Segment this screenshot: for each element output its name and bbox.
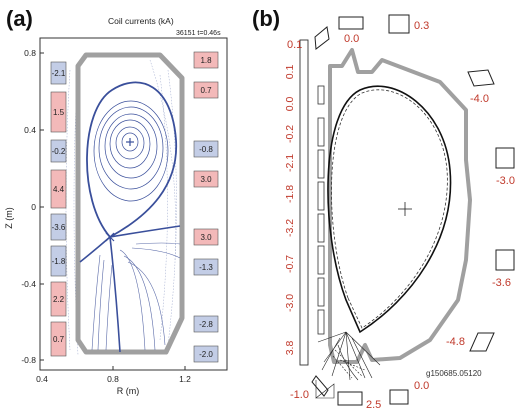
pf-coil-bottom-mid bbox=[337, 391, 363, 406]
coil-label: -1.0 bbox=[290, 389, 309, 401]
pf-coil-top-mid bbox=[338, 16, 364, 30]
coil-label: -4.0 bbox=[470, 93, 489, 105]
right-coil bbox=[193, 170, 219, 188]
column-value: 3.8 bbox=[284, 341, 296, 356]
magnetic-axis-marker bbox=[126, 138, 134, 146]
pf-coil-bottom-right bbox=[389, 389, 409, 405]
right-coil bbox=[193, 315, 219, 333]
magnetic-axis-b bbox=[398, 202, 412, 216]
lower-divertor-coil-shape bbox=[315, 380, 335, 399]
column-value: -0.2 bbox=[284, 125, 296, 143]
right-coil bbox=[193, 51, 219, 69]
coil-label: 0.1 bbox=[287, 39, 302, 51]
coil-label: 0.0 bbox=[414, 380, 429, 392]
x-tick-label: 1.2 bbox=[179, 374, 191, 384]
central-solenoid bbox=[299, 39, 309, 366]
flux-surfaces bbox=[93, 100, 169, 202]
coil-label: -3.6 bbox=[492, 277, 511, 289]
pf-coils bbox=[311, 14, 515, 406]
left-coil bbox=[50, 169, 67, 209]
right-coil-value: 3.0 bbox=[200, 233, 212, 242]
right-coil bbox=[193, 228, 219, 246]
right-coil-value: 3.0 bbox=[200, 175, 212, 184]
panel-b-label: (b) bbox=[252, 6, 280, 31]
left-coil bbox=[50, 281, 67, 317]
pf-coil-right-mid bbox=[495, 147, 515, 169]
left-coil bbox=[50, 61, 67, 85]
x-axis-a: 0.4 0.8 1.2 bbox=[36, 366, 191, 384]
left-coil-value: -0.2 bbox=[52, 147, 66, 156]
right-coil-value: -0.8 bbox=[199, 145, 213, 154]
left-coil-value: 2.2 bbox=[53, 295, 65, 304]
x-point-marker bbox=[105, 232, 115, 242]
column-value: -1.8 bbox=[284, 185, 296, 203]
y-tick-label: 0 bbox=[31, 202, 36, 212]
coil-label: 2.5 bbox=[366, 399, 381, 411]
y-tick-label: -0.4 bbox=[21, 279, 36, 289]
right-coil bbox=[193, 258, 219, 276]
separatrix bbox=[86, 81, 177, 239]
coil-labels-b: 0.1 0.0 0.3 -4.0 -3.0 -3.6 -4.8 -1.0 0.0… bbox=[287, 20, 515, 411]
panel-a-label: (a) bbox=[6, 6, 33, 31]
pf-coil-top-right bbox=[388, 14, 410, 34]
plasma-boundary-dashed bbox=[331, 89, 448, 329]
coil-label: -3.0 bbox=[496, 175, 515, 187]
left-coil-value: -1.8 bbox=[52, 257, 66, 266]
pf-coil-right-bottom bbox=[469, 332, 495, 352]
right-coil bbox=[193, 140, 219, 158]
left-coil bbox=[50, 139, 67, 163]
left-coil bbox=[50, 321, 67, 357]
pf-coil-bottom-left bbox=[311, 375, 329, 397]
y-axis-a: 0.8 0.4 0 -0.4 -0.8 bbox=[21, 48, 44, 365]
inner-wall-tiles bbox=[317, 85, 325, 335]
right-coil bbox=[193, 345, 219, 363]
y-tick-label: 0.4 bbox=[24, 125, 36, 135]
x-axis-label-a: R (m) bbox=[117, 386, 140, 396]
left-coil-value: 4.4 bbox=[53, 185, 65, 194]
coil-currents-title: Coil currents (kA) bbox=[108, 16, 174, 26]
right-coils: 1.8 0.7 -0.8 3.0 3.0 -1.3 -2.8 -2.0 bbox=[193, 51, 219, 363]
left-coil-value: -3.6 bbox=[52, 223, 66, 232]
right-coil-value: 0.7 bbox=[200, 86, 212, 95]
column-value: -0.7 bbox=[284, 255, 296, 273]
column-value: -2.1 bbox=[284, 154, 296, 172]
vessel-wall-a bbox=[75, 52, 185, 355]
column-value: 0.0 bbox=[284, 97, 296, 112]
right-coil-value: -2.0 bbox=[199, 350, 213, 359]
left-coil-value: 1.5 bbox=[53, 108, 65, 117]
coil-label: -4.8 bbox=[446, 336, 465, 348]
coil-label: 0.3 bbox=[414, 20, 429, 32]
open-field-lines bbox=[91, 242, 181, 351]
right-coil-value: 1.8 bbox=[200, 56, 212, 65]
right-coil-value: -2.8 bbox=[199, 320, 213, 329]
column-value: -3.0 bbox=[284, 294, 296, 312]
x-tick-label: 0.4 bbox=[36, 374, 48, 384]
y-axis-label-a: Z (m) bbox=[4, 207, 14, 229]
y-tick-label: 0.8 bbox=[24, 48, 36, 58]
column-value: 0.1 bbox=[284, 65, 296, 80]
plasma-boundary bbox=[327, 85, 452, 334]
column-value: -3.2 bbox=[284, 219, 296, 237]
shot-id-label: g150685.05120 bbox=[426, 369, 482, 378]
left-coil-value: -2.1 bbox=[52, 69, 66, 78]
pf-coil-right-upper bbox=[467, 69, 495, 87]
right-coil-value: -1.3 bbox=[199, 263, 213, 272]
x-tick-label: 0.8 bbox=[107, 374, 119, 384]
divertor-region-b bbox=[317, 331, 381, 381]
pf-coil-right-lower bbox=[495, 249, 515, 271]
shot-time-label: 36151 t=0.46s bbox=[176, 30, 221, 37]
vessel-wall-b bbox=[328, 48, 472, 364]
left-coil bbox=[50, 213, 67, 241]
right-coil bbox=[193, 81, 219, 99]
pf-coil-top-left bbox=[314, 26, 330, 50]
left-coil-value: 0.7 bbox=[53, 335, 65, 344]
coil-label: 0.0 bbox=[344, 33, 359, 45]
left-coils: -2.1 1.5 -0.2 4.4 -3.6 -1.8 2.2 0.7 bbox=[50, 61, 67, 357]
left-coil bbox=[50, 245, 67, 277]
left-coil bbox=[50, 91, 67, 133]
y-tick-label: -0.8 bbox=[21, 355, 36, 365]
column-values: 0.1 0.0 -0.2 -2.1 -1.8 -3.2 -0.7 -3.0 3.… bbox=[284, 65, 296, 356]
